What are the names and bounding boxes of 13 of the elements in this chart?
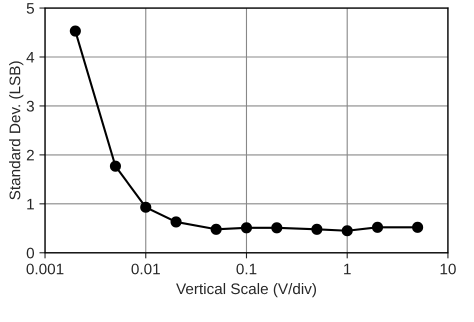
y-tick-label: 3 — [26, 100, 34, 112]
x-tick-label: 10 — [440, 264, 456, 274]
y-tick-label: 5 — [26, 3, 34, 14]
x-tick-label: 0.1 — [236, 264, 256, 274]
y-tick-label: 2 — [26, 150, 34, 160]
y-tick-label: 1 — [27, 198, 34, 210]
x-axis-title: Vertical Scale (V/div) — [176, 282, 316, 298]
x-tick-label: 0.001 — [26, 264, 64, 274]
x-tick-label: 1 — [344, 264, 351, 274]
y-axis-title: Standard Dev. (LSB) — [9, 61, 24, 200]
y-tick-label: 4 — [26, 52, 34, 63]
x-tick-label: 0.01 — [131, 264, 160, 274]
y-tick-label: 0 — [26, 248, 34, 258]
